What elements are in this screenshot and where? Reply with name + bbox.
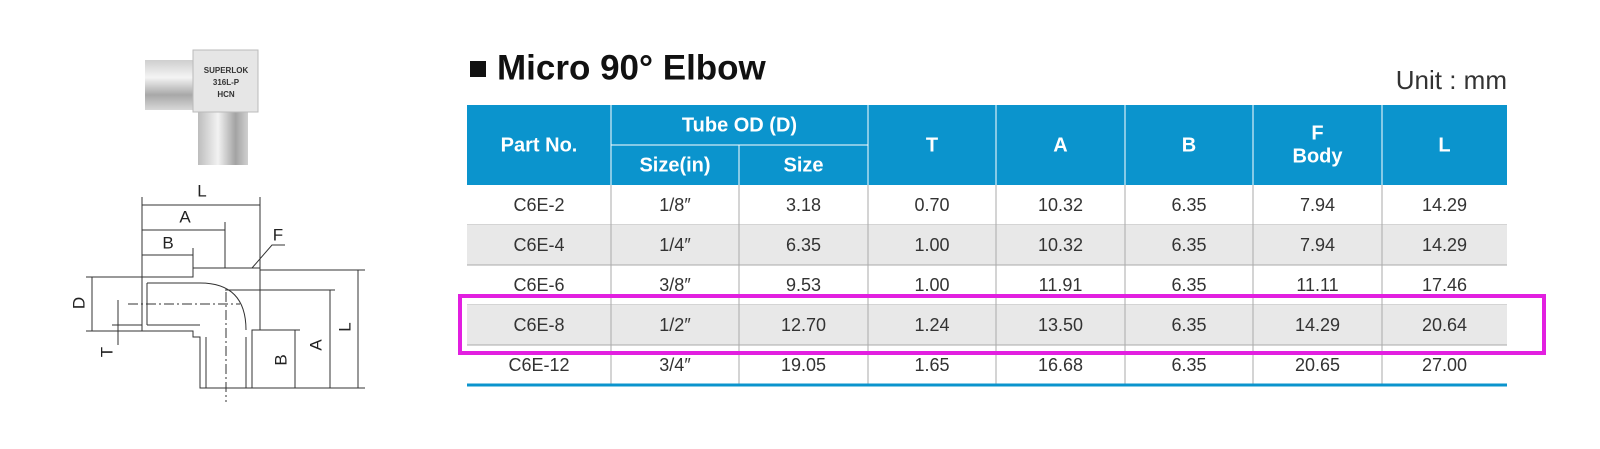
- unit-label: Unit : mm: [1396, 65, 1507, 95]
- table-cell: C6E-12: [508, 355, 569, 375]
- table-cell: 27.00: [1422, 355, 1467, 375]
- table-cell: 6.35: [1171, 235, 1206, 255]
- dimension-label: B: [271, 354, 290, 365]
- table-cell: C6E-6: [513, 275, 564, 295]
- table-cell: 1/8″: [659, 195, 691, 215]
- table-cell: 6.35: [1171, 355, 1206, 375]
- table-cell: 3.18: [786, 195, 821, 215]
- dimension-label: A: [306, 339, 325, 351]
- table-cell: 6.35: [1171, 315, 1206, 335]
- row-background: [467, 225, 1507, 265]
- column-header: A: [1053, 134, 1067, 156]
- dimension-label: D: [69, 297, 88, 309]
- table-cell: 1/2″: [659, 315, 691, 335]
- dimension-label: B: [162, 233, 173, 252]
- table-cell: 20.65: [1295, 355, 1340, 375]
- table-cell: 1.00: [914, 275, 949, 295]
- table-cell: C6E-8: [513, 315, 564, 335]
- page-title: Micro 90° Elbow: [497, 48, 767, 87]
- row-background: [467, 305, 1507, 345]
- column-header: L: [1438, 134, 1450, 156]
- technical-drawing: L A B F D T B A L: [69, 181, 365, 402]
- table-cell: 10.32: [1038, 235, 1083, 255]
- table-cell: 14.29: [1422, 195, 1467, 215]
- highlight-box: [458, 294, 1546, 355]
- table-cell: 7.94: [1300, 235, 1335, 255]
- dimension-label: T: [97, 347, 116, 357]
- table-cell: 1.65: [914, 355, 949, 375]
- table-cell: 17.46: [1422, 275, 1467, 295]
- photo-text: HCN: [217, 90, 235, 99]
- table-cell: 3/8″: [659, 275, 691, 295]
- table-cell: 11.91: [1039, 275, 1083, 295]
- dimension-label: F: [273, 225, 283, 244]
- table-cell: 6.35: [1171, 195, 1206, 215]
- dimension-label: L: [197, 181, 206, 200]
- title-bullet: [470, 61, 486, 77]
- table-cell: 6.35: [1171, 275, 1206, 295]
- table-cell: 13.50: [1038, 315, 1083, 335]
- table-cell: 1.00: [914, 235, 949, 255]
- table-cell: 11.11: [1296, 275, 1338, 295]
- table-cell: 12.70: [781, 315, 826, 335]
- photo-text: 316L-P: [213, 78, 240, 87]
- table-cell: 1/4″: [659, 235, 691, 255]
- table-cell: 9.53: [786, 275, 821, 295]
- table-cell: 7.94: [1300, 195, 1335, 215]
- column-header: Tube OD (D): [682, 114, 797, 136]
- column-header: Part No.: [501, 134, 578, 156]
- table-cell: C6E-2: [513, 195, 564, 215]
- table-cell: 19.05: [781, 355, 826, 375]
- table-cell: 3/4″: [659, 355, 691, 375]
- column-header: B: [1182, 134, 1196, 156]
- photo-text: SUPERLOK: [204, 66, 249, 75]
- dimension-label: L: [335, 322, 354, 331]
- table-cell: 10.32: [1038, 195, 1083, 215]
- table-cell: 6.35: [786, 235, 821, 255]
- table-cell: 1.24: [914, 315, 949, 335]
- table-cell: 14.29: [1422, 235, 1467, 255]
- column-header: T: [926, 134, 938, 156]
- table-cell: 16.68: [1038, 355, 1083, 375]
- table-cell: 14.29: [1295, 315, 1340, 335]
- column-header: Size(in): [639, 154, 710, 176]
- table-cell: C6E-4: [513, 235, 564, 255]
- table-cell: 0.70: [914, 195, 949, 215]
- table-cell: 20.64: [1422, 315, 1467, 335]
- product-photo: SUPERLOK 316L-P HCN: [145, 49, 259, 165]
- column-header: Size: [783, 154, 823, 176]
- column-header: Body: [1293, 145, 1344, 167]
- column-header: F: [1311, 122, 1323, 144]
- dimension-label: A: [179, 207, 191, 226]
